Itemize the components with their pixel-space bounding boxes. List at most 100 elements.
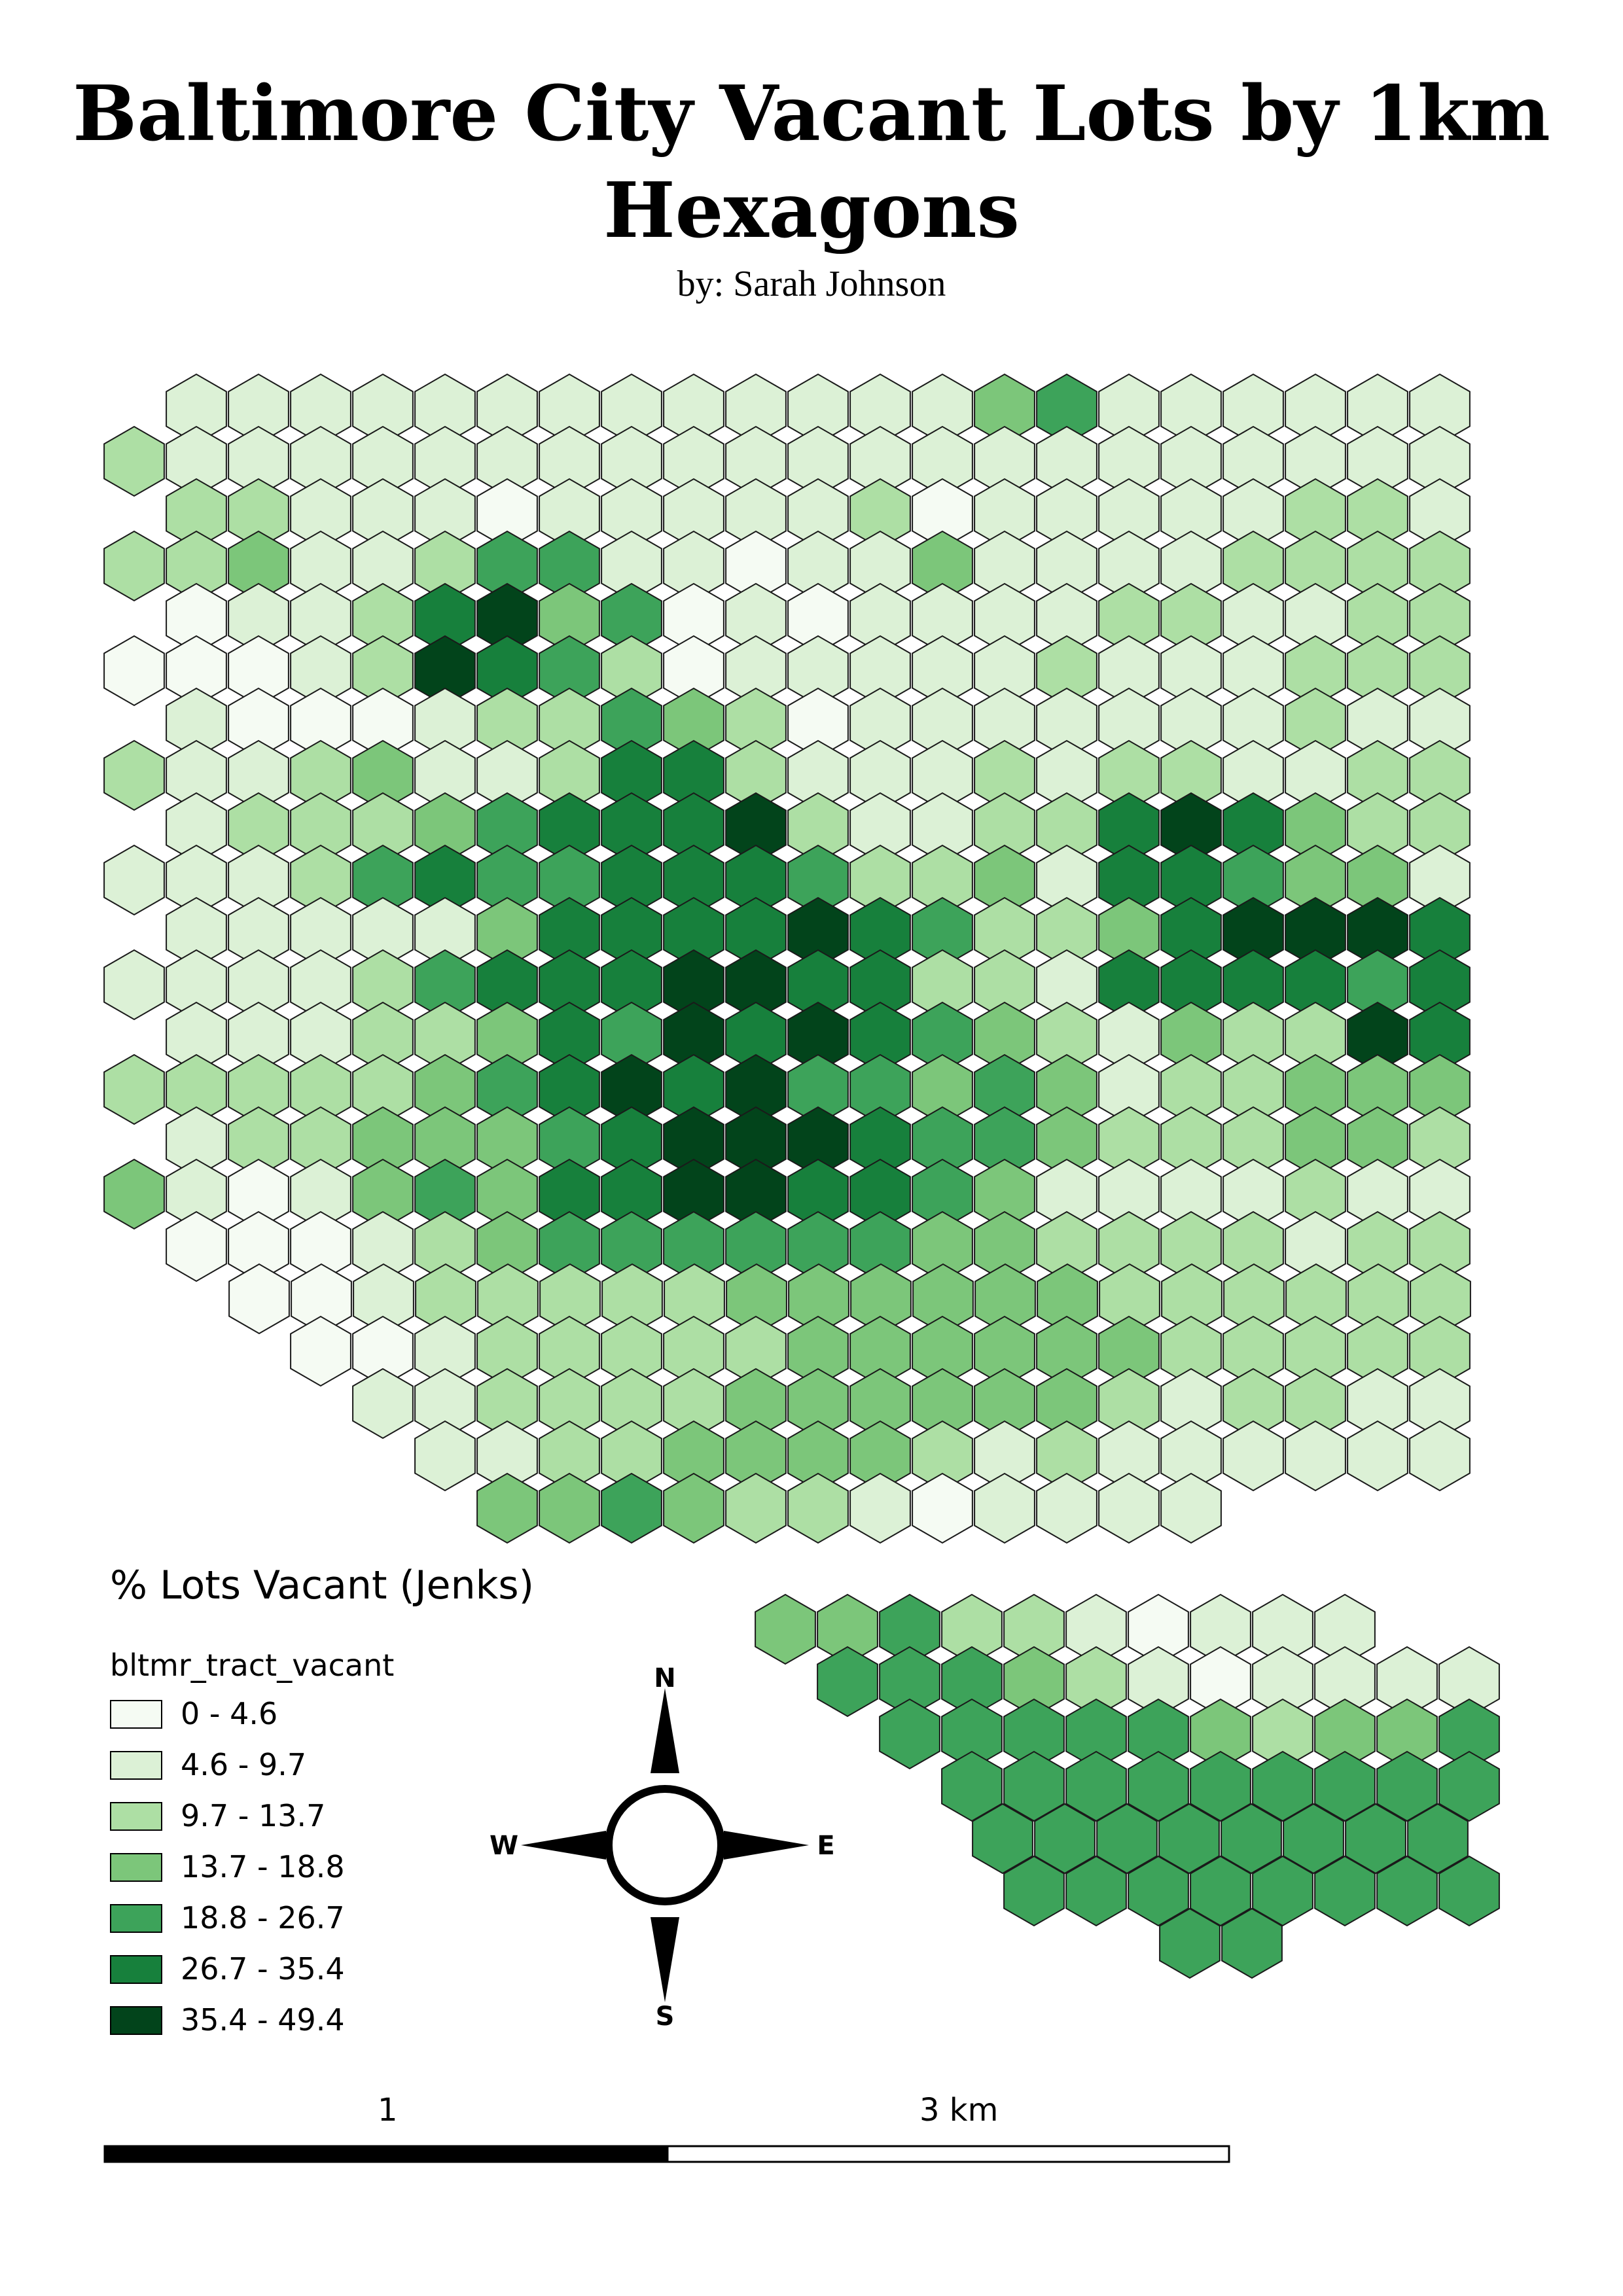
hexagon-cell bbox=[1160, 635, 1222, 707]
hexagon-cell bbox=[788, 1263, 849, 1335]
hexagon-cell bbox=[1036, 1472, 1097, 1544]
hexagon-cell bbox=[941, 1646, 1003, 1718]
hexagon-cell bbox=[1160, 1106, 1222, 1178]
hexagon-cell bbox=[1438, 1646, 1500, 1718]
hexagon-cell bbox=[974, 425, 1035, 497]
hexagon-cell bbox=[1409, 1420, 1471, 1492]
hexagon-cell bbox=[1160, 425, 1222, 497]
hexagon-cell bbox=[539, 582, 600, 654]
hexagon-cell bbox=[725, 635, 787, 707]
hexagon-cell bbox=[352, 530, 414, 602]
hexagon-cell bbox=[912, 1315, 973, 1387]
hexagon-cell bbox=[1347, 1210, 1408, 1282]
hexagon-cell bbox=[849, 425, 911, 497]
hexagon-cell bbox=[663, 1420, 724, 1492]
hexagon-cell bbox=[414, 792, 476, 864]
hexagon-cell bbox=[972, 1803, 1033, 1875]
hexagon-cell bbox=[601, 687, 662, 759]
hexagon-cell bbox=[1285, 1420, 1346, 1492]
hexagon-cell bbox=[1160, 844, 1222, 916]
hexagon-cell bbox=[166, 1106, 227, 1178]
hexagon-cell bbox=[1222, 1420, 1284, 1492]
hexagon-cell bbox=[601, 1420, 662, 1492]
hexagon-cell bbox=[476, 582, 538, 654]
hexagon-cell bbox=[1003, 1593, 1065, 1665]
hexagon-cell bbox=[1409, 635, 1471, 707]
hexagon-cell bbox=[1190, 1646, 1251, 1718]
hexagon-cell bbox=[787, 1001, 849, 1073]
hexagon-cell bbox=[787, 1210, 849, 1282]
hexagon-cell bbox=[1347, 1315, 1408, 1387]
hexagon-cell bbox=[912, 896, 973, 968]
hexagon-cell bbox=[912, 1158, 973, 1230]
compass-east-point bbox=[724, 1831, 809, 1860]
hexagon-cell bbox=[414, 1106, 476, 1178]
hexagon-cell bbox=[663, 844, 724, 916]
hexagon-cell bbox=[290, 582, 351, 654]
hexagon-cell bbox=[912, 1053, 973, 1125]
hexagon-cell bbox=[974, 792, 1035, 864]
hexagon-cell bbox=[1347, 1368, 1408, 1439]
hexagon-cell bbox=[476, 1053, 538, 1125]
hexagon-cell bbox=[414, 425, 476, 497]
hexagon-cell bbox=[539, 792, 600, 864]
hexagon-cell bbox=[228, 425, 289, 497]
hexagon-cell bbox=[1160, 896, 1222, 968]
hexagon-cell bbox=[290, 792, 351, 864]
hexagon-cell bbox=[663, 1158, 724, 1230]
hexagon-cell bbox=[1098, 1315, 1160, 1387]
hexagon-cell bbox=[103, 1158, 165, 1230]
hexagon-cell bbox=[1036, 635, 1097, 707]
hexagon-cell bbox=[1347, 896, 1408, 968]
hexagon-cell bbox=[103, 1053, 165, 1125]
hexagon-cell bbox=[879, 1698, 940, 1770]
hexagon-cell bbox=[849, 792, 911, 864]
hexagon-cell bbox=[1036, 478, 1097, 550]
hexagon-cell bbox=[1285, 1210, 1346, 1282]
hexagon-cell bbox=[1285, 425, 1346, 497]
hexagon-cell bbox=[1285, 1158, 1346, 1230]
hexagon-cell bbox=[849, 949, 911, 1021]
hexagon-cell bbox=[539, 1053, 600, 1125]
hexagon-cell bbox=[974, 1001, 1035, 1073]
hexagon-cell bbox=[1222, 1001, 1284, 1073]
hexagon-cell bbox=[817, 1593, 878, 1665]
hexagon-cell bbox=[725, 478, 787, 550]
hexagon-cell bbox=[849, 1315, 911, 1387]
hexagon-cell bbox=[1036, 530, 1097, 602]
hexagon-cell bbox=[1347, 1001, 1408, 1073]
hexagon-cell bbox=[476, 1315, 538, 1387]
hexagon-cell bbox=[1128, 1855, 1189, 1927]
hexagon-cell bbox=[849, 1472, 911, 1544]
hexagon-cell bbox=[1409, 1053, 1471, 1125]
hexagon-cell bbox=[290, 844, 351, 916]
hexagon-cell bbox=[1065, 1855, 1127, 1927]
hexagon-cell bbox=[601, 635, 662, 707]
hexagon-cell bbox=[539, 1210, 600, 1282]
hexagon-cell bbox=[1222, 1158, 1284, 1230]
hexagon-cell bbox=[1160, 1472, 1222, 1544]
hexagon-cell bbox=[912, 687, 973, 759]
hexagon-cell bbox=[1438, 1750, 1500, 1822]
hexagon-cell bbox=[974, 896, 1035, 968]
hexagon-cell bbox=[539, 949, 600, 1021]
hexagon-cell bbox=[166, 1001, 227, 1073]
hexagon-cell bbox=[849, 1053, 911, 1125]
legend-layer-name: bltmr_tract_vacant bbox=[110, 1648, 395, 1683]
hexagon-cell bbox=[849, 896, 911, 968]
legend-label: 0 - 4.6 bbox=[181, 1696, 278, 1731]
hexagon-cell bbox=[290, 896, 351, 968]
legend-swatch bbox=[110, 1751, 162, 1780]
hexagon-cell bbox=[912, 582, 973, 654]
hexagon-cell bbox=[849, 1368, 911, 1439]
hexagon-cell bbox=[476, 478, 538, 550]
hexagon-cell bbox=[912, 739, 973, 811]
hexagon-cell bbox=[290, 1315, 351, 1387]
hexagon-cell bbox=[1098, 1106, 1160, 1178]
hexagon-cell bbox=[849, 687, 911, 759]
hexagon-cell bbox=[476, 844, 538, 916]
hexagon-cell bbox=[228, 582, 289, 654]
hexagon-cell bbox=[352, 582, 414, 654]
hexagon-cell bbox=[103, 530, 165, 602]
hexagon-cell bbox=[974, 1106, 1035, 1178]
